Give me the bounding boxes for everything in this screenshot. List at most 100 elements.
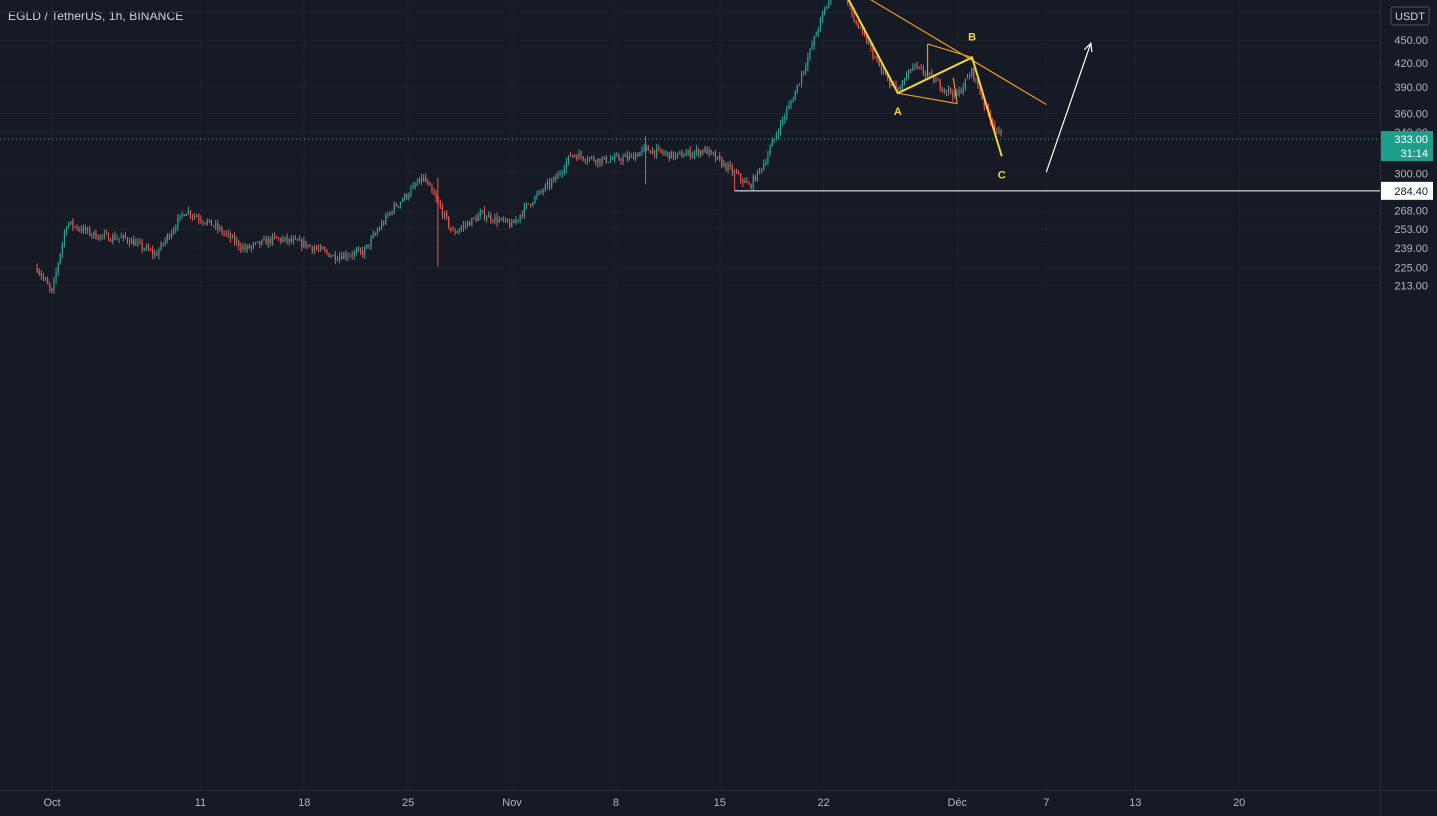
candle-body — [362, 250, 364, 255]
candle-body — [483, 210, 486, 219]
candle-body — [668, 152, 670, 159]
candle-body — [364, 247, 366, 255]
candle-body — [292, 238, 294, 242]
candle-body — [494, 216, 496, 222]
candle-body — [240, 246, 242, 250]
candle-body — [162, 243, 164, 245]
candle-body — [595, 160, 597, 164]
candle-countdown: 31:14 — [1400, 148, 1428, 160]
candle-body — [40, 273, 42, 277]
candle-body — [771, 140, 773, 147]
candle-body — [473, 217, 475, 219]
candle-body — [910, 69, 912, 71]
time-tick-label: 22 — [818, 797, 830, 809]
candles-layer — [36, 0, 1002, 294]
candle-body — [429, 183, 431, 186]
candle-body — [425, 176, 427, 182]
candle-body — [248, 245, 250, 249]
candle-body — [824, 8, 826, 13]
candle-body — [525, 203, 528, 206]
candle-body — [61, 243, 63, 254]
candle-body — [416, 183, 418, 186]
time-tick-label: 7 — [1043, 797, 1049, 809]
candle-body — [567, 155, 570, 162]
channel-inner-line — [927, 43, 973, 59]
candle-body — [653, 150, 656, 156]
candle-body — [767, 154, 769, 163]
candle-body — [576, 155, 578, 160]
candle-body — [922, 68, 924, 74]
candle-body — [383, 223, 385, 225]
time-tick-label: 20 — [1233, 797, 1245, 809]
time-axis[interactable]: Oct 11 18 25 Nov 8 15 22 Déc 7 13 20 — [0, 790, 1437, 810]
candle-body — [565, 161, 567, 170]
candle-body — [250, 246, 252, 249]
candle-body — [511, 221, 513, 227]
candle-body — [286, 237, 288, 242]
candle-body — [777, 132, 780, 135]
candle-body — [687, 150, 689, 154]
candle-body — [572, 155, 574, 157]
candle-body — [341, 256, 343, 260]
candle-body — [389, 212, 391, 215]
candle-body — [853, 15, 855, 21]
candle-body — [960, 90, 962, 93]
candle-body — [731, 166, 733, 173]
candle-body — [912, 66, 914, 71]
candle-body — [303, 240, 305, 247]
candle-body — [870, 43, 872, 47]
candle-body — [958, 90, 960, 95]
candle-body — [859, 26, 861, 28]
candle-body — [702, 150, 704, 153]
candle-body — [122, 235, 124, 237]
candle-body — [729, 164, 731, 167]
candle-body — [897, 87, 899, 90]
candle-body — [622, 156, 624, 162]
candle-body — [322, 247, 324, 250]
candle-body — [112, 235, 114, 242]
candle-body — [42, 276, 45, 279]
candle-body — [819, 18, 822, 30]
candle-body — [998, 130, 1000, 132]
candle-body — [727, 164, 729, 170]
candle-body — [746, 180, 748, 184]
candle-body — [937, 80, 939, 82]
candle-body — [506, 219, 509, 223]
candle-body — [284, 237, 286, 239]
candle-body — [532, 202, 534, 206]
candle-body — [231, 235, 234, 239]
candle-body — [200, 219, 202, 222]
support-price-value: 284.40 — [1394, 186, 1428, 198]
chart-grid — [0, 0, 1380, 790]
candle-body — [721, 158, 723, 167]
candle-body — [994, 123, 996, 129]
candle-body — [656, 148, 658, 156]
candle-body — [448, 217, 450, 228]
price-tick-label: 239.00 — [1394, 243, 1428, 255]
candle-body — [515, 219, 517, 224]
candle-body — [160, 243, 162, 250]
candle-body — [895, 83, 897, 88]
candle-body — [479, 212, 481, 216]
candle-body — [233, 235, 236, 243]
candle-body — [194, 215, 196, 217]
drawings-layer: A B C — [0, 0, 1380, 192]
candle-body — [315, 248, 318, 250]
candle-body — [368, 244, 370, 247]
candle-body — [456, 231, 458, 234]
price-axis[interactable]: 450.00420.00390.00360.00340.00320.00300.… — [1380, 0, 1430, 816]
candle-body — [603, 156, 605, 159]
candle-body — [611, 159, 614, 161]
candle-body — [229, 233, 231, 239]
candle-body — [131, 239, 133, 244]
candle-body — [210, 219, 213, 226]
candle-body — [393, 204, 395, 213]
candle-body — [278, 238, 280, 240]
candle-body — [742, 179, 744, 183]
candle-body — [307, 244, 309, 247]
candle-body — [47, 279, 49, 285]
candle-body — [794, 91, 796, 101]
candle-body — [821, 12, 824, 19]
